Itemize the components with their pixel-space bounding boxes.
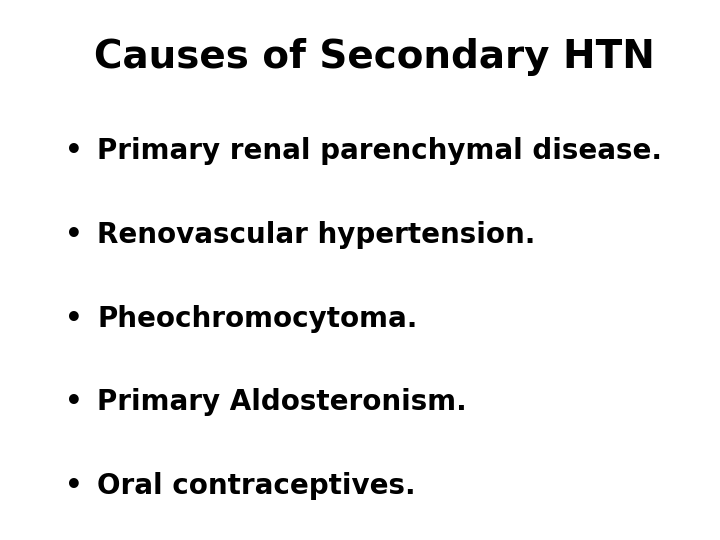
Text: Primary renal parenchymal disease.: Primary renal parenchymal disease.: [97, 137, 662, 165]
Text: •: •: [65, 388, 83, 416]
Text: Pheochromocytoma.: Pheochromocytoma.: [97, 305, 418, 333]
Text: Primary Aldosteronism.: Primary Aldosteronism.: [97, 388, 467, 416]
Text: Causes of Secondary HTN: Causes of Secondary HTN: [94, 38, 654, 76]
Text: Renovascular hypertension.: Renovascular hypertension.: [97, 221, 536, 249]
Text: •: •: [65, 305, 83, 333]
Text: •: •: [65, 221, 83, 249]
Text: Oral contraceptives.: Oral contraceptives.: [97, 472, 416, 500]
Text: •: •: [65, 472, 83, 500]
Text: •: •: [65, 137, 83, 165]
